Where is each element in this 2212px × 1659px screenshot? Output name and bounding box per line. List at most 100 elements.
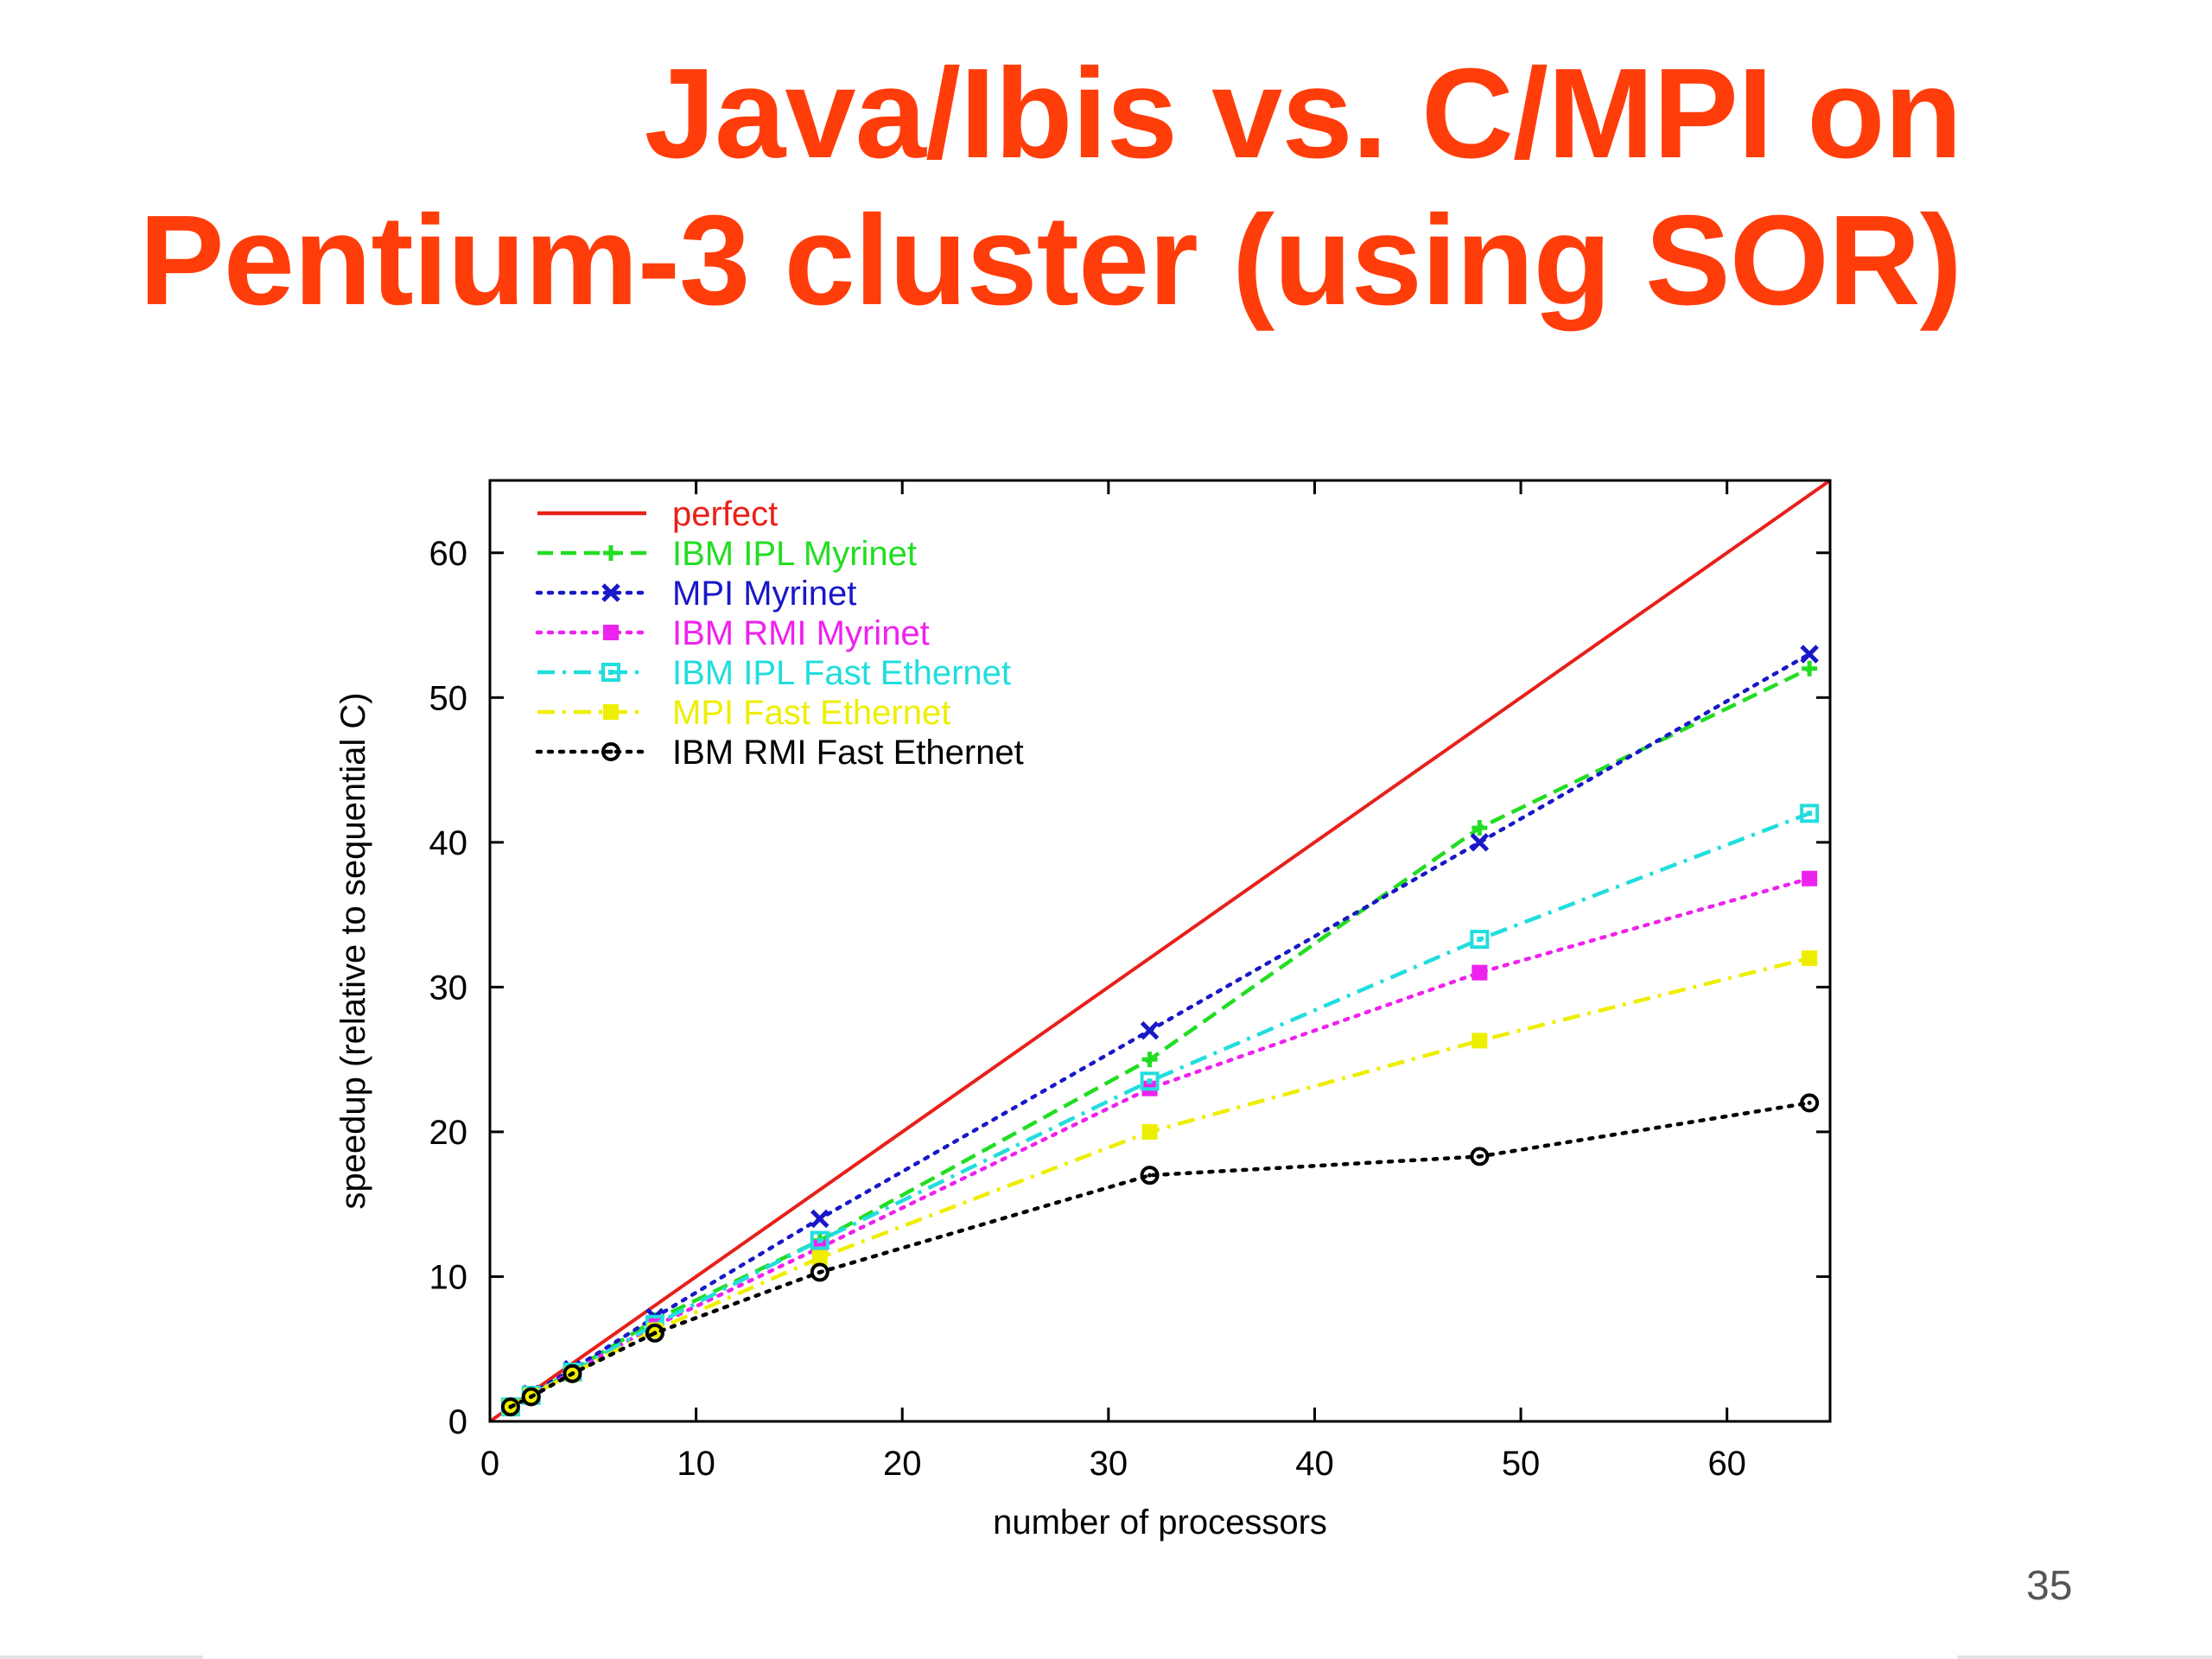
open-square-marker-shape <box>601 663 620 682</box>
legend-label: IBM IPL Fast Ethernet <box>672 654 1011 692</box>
legend-item: IBM RMI Myrinet <box>535 614 930 652</box>
open-square-marker-shape <box>1470 930 1490 950</box>
data-point <box>810 1209 830 1229</box>
cross-marker-shape <box>810 1209 830 1229</box>
data-point <box>521 1387 541 1407</box>
legend-item: IBM IPL Fast Ethernet <box>537 654 1011 692</box>
data-point <box>500 1397 520 1417</box>
legend-marker <box>603 625 619 640</box>
open-square-marker-shape <box>1140 1071 1160 1091</box>
x-tick-label: 50 <box>1502 1445 1541 1483</box>
series-line <box>508 876 1812 1409</box>
legend-label: IBM RMI Fast Ethernet <box>672 734 1024 772</box>
data-point <box>1800 804 1820 823</box>
y-tick-label: 30 <box>429 969 468 1007</box>
legend-marker <box>601 663 620 682</box>
x-tick-label: 20 <box>883 1445 922 1483</box>
open-circle-marker-dot <box>652 1331 658 1336</box>
cross-marker-shape <box>1800 645 1819 664</box>
open-square-marker-shape <box>810 1230 830 1250</box>
open-circle-marker-shape <box>645 1323 664 1343</box>
data-point <box>1802 660 1818 677</box>
legend-item: perfect <box>537 495 778 533</box>
legend-marker <box>601 583 620 602</box>
series-line <box>509 811 1810 1409</box>
open-circle-marker-dot <box>508 1404 513 1409</box>
data-point <box>1141 1123 1158 1140</box>
data-point <box>810 1262 830 1282</box>
data-point <box>1141 1052 1158 1068</box>
slide-title-line-2: Pentium-3 cluster (using SOR) <box>138 189 1962 332</box>
cross-marker-shape <box>601 583 620 602</box>
series-ibm-ipl-myrinet <box>502 660 1818 1415</box>
open-circle-marker-dot <box>1807 1100 1812 1105</box>
data-point <box>1800 1093 1820 1113</box>
series-ibm-ipl-fast-ethernet <box>500 804 1820 1417</box>
filled-square-marker-shape <box>1802 950 1818 966</box>
open-circle-marker-shape <box>1800 1093 1820 1113</box>
open-circle-marker-shape <box>1140 1166 1160 1185</box>
series-line <box>509 666 1811 1409</box>
series-line <box>488 479 1832 1423</box>
data-point <box>811 1249 828 1266</box>
filled-square-marker-shape <box>1471 1033 1488 1049</box>
x-tick-label: 60 <box>1707 1445 1746 1483</box>
data-point <box>1471 1033 1488 1049</box>
legend-item: IBM IPL Myrinet <box>537 535 917 573</box>
open-square-marker-dot <box>1477 937 1483 943</box>
filled-square-marker-shape <box>811 1249 828 1266</box>
x-tick-label: 0 <box>480 1445 499 1483</box>
legend-item: MPI Fast Ethernet <box>537 694 950 732</box>
open-circle-marker-dot <box>569 1371 575 1376</box>
legend-item: MPI Myrinet <box>535 575 856 613</box>
open-circle-marker-shape <box>500 1397 520 1417</box>
data-point <box>1802 950 1818 966</box>
filled-square-marker-shape <box>1141 1123 1158 1140</box>
y-tick-label: 20 <box>429 1114 468 1152</box>
data-point <box>1140 1020 1160 1040</box>
y-tick-label: 10 <box>429 1258 468 1296</box>
series-ibm-rmi-fast-ethernet <box>500 1093 1820 1417</box>
open-circle-marker-shape <box>601 742 620 761</box>
open-square-marker-dot <box>817 1237 823 1243</box>
data-point <box>1140 1166 1160 1185</box>
data-point <box>1802 870 1818 887</box>
filled-square-marker-shape <box>603 625 619 640</box>
y-axis-label: speedup (relative to sequential C) <box>334 692 372 1209</box>
footer-divider-left <box>0 1656 203 1659</box>
filled-square-marker-shape <box>603 704 619 720</box>
data-point <box>1800 645 1819 664</box>
filled-square-marker-shape <box>1471 964 1488 981</box>
open-circle-marker-dot <box>817 1269 823 1274</box>
series-perfect <box>488 479 1832 1423</box>
legend-label: MPI Fast Ethernet <box>672 694 950 732</box>
plus-marker-shape <box>1471 820 1488 836</box>
y-tick-label: 40 <box>429 824 468 862</box>
y-tick-label: 0 <box>448 1403 467 1441</box>
open-square-marker-dot <box>1147 1078 1153 1084</box>
cross-marker-shape <box>1140 1020 1160 1040</box>
legend-label: IBM RMI Myrinet <box>672 614 930 652</box>
data-point <box>645 1323 664 1343</box>
data-point <box>1471 964 1488 981</box>
legend-marker <box>603 545 619 561</box>
x-axis-label: number of processors <box>993 1503 1327 1541</box>
plot-frame <box>488 479 1832 1423</box>
y-tick-label: 60 <box>429 535 468 573</box>
series-line <box>509 956 1810 1409</box>
open-circle-marker-dot <box>529 1395 534 1400</box>
page-number: 35 <box>2026 1563 2073 1609</box>
open-circle-marker-dot <box>1477 1154 1482 1159</box>
data-point <box>1470 930 1490 950</box>
filled-square-marker-shape <box>1802 870 1818 887</box>
open-circle-marker-shape <box>810 1262 830 1282</box>
slide-title-line-1: Java/Ibis vs. C/MPI on <box>644 42 1962 185</box>
x-tick-label: 10 <box>677 1445 715 1483</box>
series-line <box>508 1101 1812 1409</box>
x-tick-label: 30 <box>1090 1445 1128 1483</box>
open-circle-marker-shape <box>1470 1147 1490 1166</box>
data-point <box>810 1230 830 1250</box>
legend-marker <box>603 704 619 720</box>
series-mpi-fast-ethernet <box>502 950 1818 1415</box>
